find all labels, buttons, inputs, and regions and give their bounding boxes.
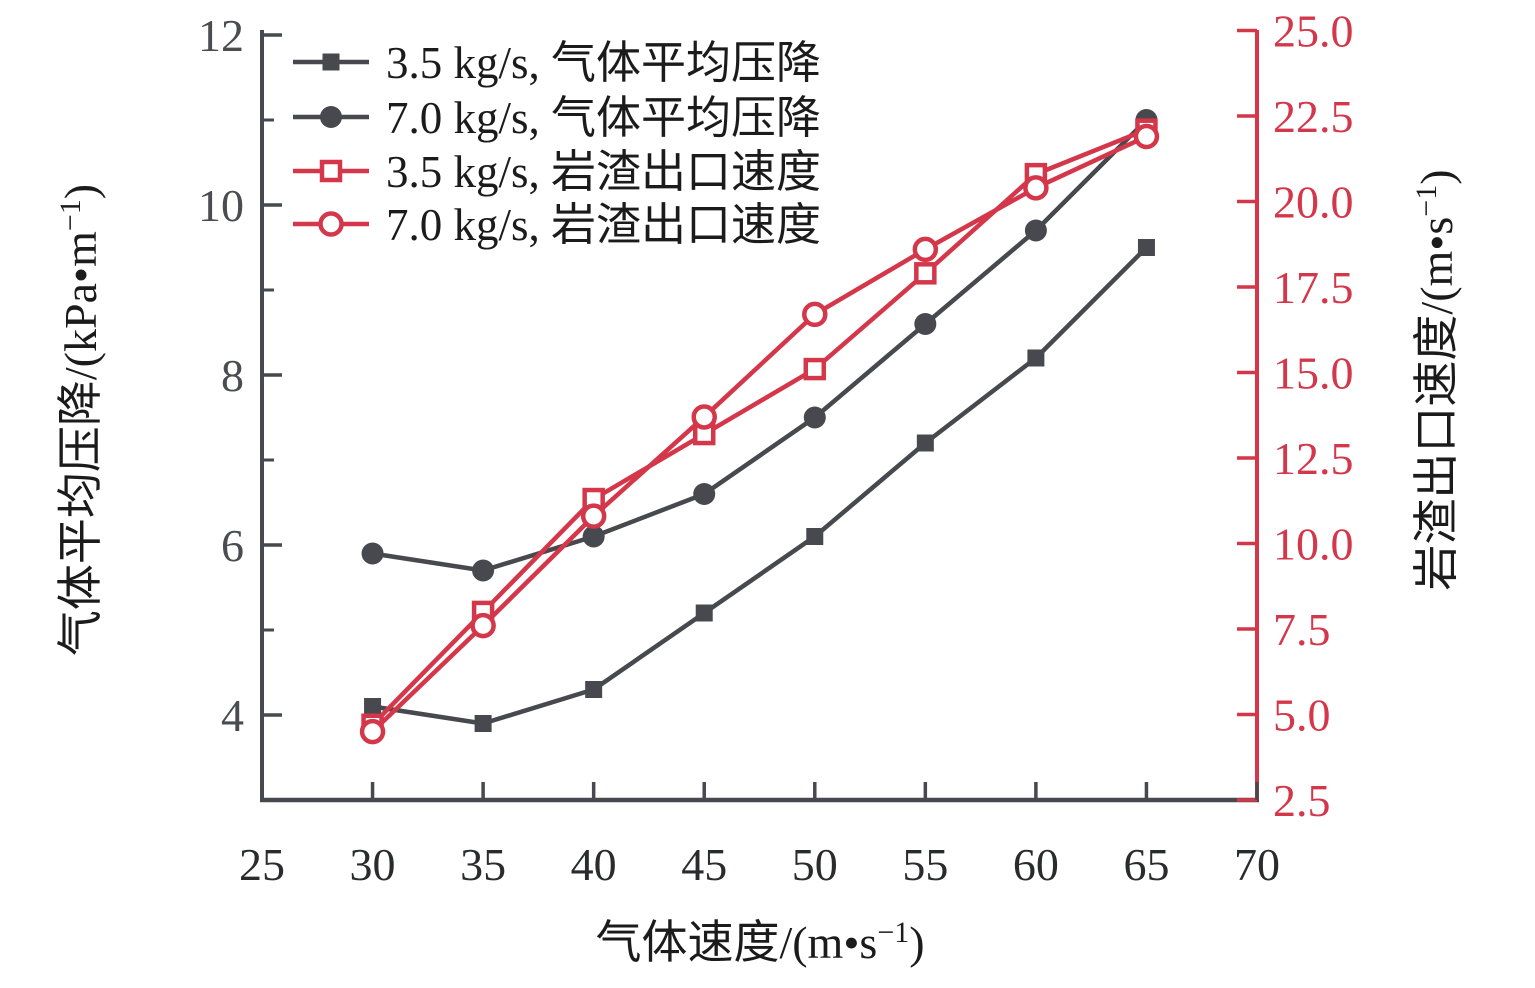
right-axis-tick-label: 2.5 xyxy=(1273,775,1331,826)
left-axis-tick-label: 10 xyxy=(198,180,244,231)
data-point-marker xyxy=(1027,349,1045,367)
data-point-marker xyxy=(693,483,716,505)
series-line xyxy=(372,118,1149,573)
data-point-marker xyxy=(319,159,343,183)
right-axis-tick-label: 15.0 xyxy=(1273,348,1354,399)
data-point-marker xyxy=(1137,239,1155,256)
series-line xyxy=(372,245,1149,726)
right-axis: 25.0 22.5 20.0 17.5 15.0 12.5 10.0 7.5 5.0 2.5 xyxy=(1237,6,1354,826)
right-axis-tick-label: 22.5 xyxy=(1273,91,1354,142)
series-line xyxy=(370,134,1148,734)
legend-label: 3.5 kg/s, 岩渣出口速度 xyxy=(386,147,821,197)
series-line xyxy=(370,127,1148,727)
series-4 xyxy=(359,123,1160,745)
x-axis-tick-label: 45 xyxy=(681,839,727,890)
series-1 xyxy=(364,239,1155,732)
legend-label: 3.5 kg/s, 气体平均压降 xyxy=(386,38,821,88)
left-axis-tick-label: 4 xyxy=(221,690,244,741)
data-point-marker xyxy=(470,612,496,639)
data-point-marker xyxy=(361,542,384,565)
data-point-marker xyxy=(806,528,824,545)
data-point-marker xyxy=(359,718,386,745)
left-axis-tick-label: 6 xyxy=(221,520,244,571)
data-point-marker xyxy=(912,236,939,263)
series-3 xyxy=(361,118,1158,737)
data-point-marker xyxy=(914,313,937,335)
x-axis-tick-label: 70 xyxy=(1234,839,1280,890)
data-point-marker xyxy=(585,681,603,698)
right-axis-tick-label: 20.0 xyxy=(1273,177,1354,228)
x-axis-title: 气体速度/(m•s−1) xyxy=(595,916,924,968)
right-axis-tick-label: 17.5 xyxy=(1273,262,1354,313)
data-point-marker xyxy=(364,698,382,715)
legend-label: 7.0 kg/s, 气体平均压降 xyxy=(386,93,821,143)
x-axis-tick-label: 50 xyxy=(792,839,838,890)
right-axis-tick-label: 10.0 xyxy=(1273,519,1354,570)
right-axis-tick-label: 7.5 xyxy=(1273,604,1331,655)
axes xyxy=(260,30,1259,803)
x-axis-tick-label: 40 xyxy=(571,839,617,890)
legend-item: 7.0 kg/s, 气体平均压降 xyxy=(293,93,821,143)
x-axis-tick-label: 30 xyxy=(350,839,396,890)
x-axis: 25 30 35 40 45 50 55 60 65 70 xyxy=(239,782,1280,890)
data-point-marker xyxy=(472,559,495,582)
data-point-marker xyxy=(695,604,713,622)
x-axis-tick-label: 25 xyxy=(239,839,285,890)
data-point-marker xyxy=(580,503,607,529)
right-axis-tick-label: 12.5 xyxy=(1273,433,1354,484)
data-point-marker xyxy=(320,106,342,128)
right-axis-tick-label: 5.0 xyxy=(1273,690,1331,741)
x-axis-tick-label: 55 xyxy=(902,839,948,890)
data-point-marker xyxy=(318,211,344,237)
x-axis-tick-label: 60 xyxy=(1013,839,1059,890)
data-point-marker xyxy=(1023,175,1049,201)
data-point-marker xyxy=(802,301,828,328)
data-point-marker xyxy=(914,262,937,285)
left-axis-tick-label: 8 xyxy=(221,350,244,401)
legend-label: 7.0 kg/s, 岩渣出口速度 xyxy=(386,200,821,250)
data-point-marker xyxy=(1133,123,1160,150)
x-axis-tick-label: 65 xyxy=(1123,839,1169,890)
right-axis-tick-label: 25.0 xyxy=(1273,6,1354,57)
legend-item: 3.5 kg/s, 岩渣出口速度 xyxy=(293,147,821,197)
data-point-marker xyxy=(691,404,717,430)
left-axis-title: 气体平均压降/(kPa•m−1) xyxy=(54,184,106,656)
legend-item: 7.0 kg/s, 岩渣出口速度 xyxy=(293,200,821,250)
data-point-marker xyxy=(474,715,492,732)
data-point-marker xyxy=(582,525,605,548)
left-axis: 12 10 8 6 4 xyxy=(198,10,282,741)
data-point-marker xyxy=(916,434,934,452)
data-point-marker xyxy=(803,406,826,429)
data-point-marker xyxy=(803,357,827,381)
data-point-marker xyxy=(1024,219,1047,242)
left-axis-tick-label: 12 xyxy=(198,10,244,61)
series-2 xyxy=(361,109,1158,582)
legend-item: 3.5 kg/s, 气体平均压降 xyxy=(293,38,821,88)
data-point-marker xyxy=(322,53,340,71)
x-axis-tick-label: 35 xyxy=(460,839,506,890)
right-axis-title: 岩渣出口速度/(m•s−1) xyxy=(1410,169,1462,590)
